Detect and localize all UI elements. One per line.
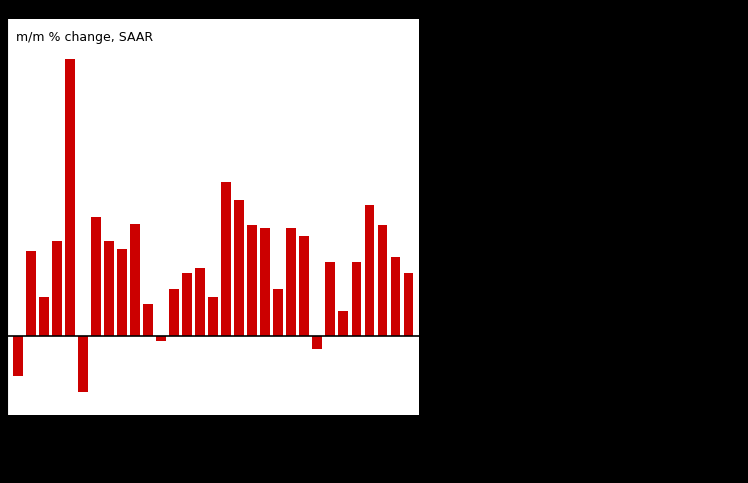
Bar (352, 262, 361, 336)
Bar (117, 249, 127, 336)
Bar (13, 336, 22, 376)
Bar (156, 336, 166, 341)
Title: Canadian Hourly Wages: Canadian Hourly Wages (94, 0, 333, 12)
Bar (378, 225, 387, 336)
Bar (221, 183, 231, 336)
Bar (104, 241, 114, 336)
Bar (183, 273, 192, 336)
Bar (65, 59, 75, 336)
Bar (273, 289, 283, 336)
Bar (248, 225, 257, 336)
Bar (78, 336, 88, 392)
Bar (404, 273, 414, 336)
Text: Sources: Scotiabank Economics, Statistics Canada.: Sources: Scotiabank Economics, Statistic… (11, 420, 312, 433)
Bar (143, 304, 153, 336)
Bar (260, 228, 270, 336)
Text: m/m % change, SAAR: m/m % change, SAAR (16, 31, 153, 44)
Bar (364, 205, 374, 336)
Bar (39, 297, 49, 336)
Bar (26, 251, 36, 336)
Bar (195, 268, 205, 336)
Bar (91, 217, 101, 336)
Bar (313, 336, 322, 349)
Bar (234, 200, 244, 336)
Bar (390, 257, 400, 336)
Bar (299, 236, 309, 336)
Bar (339, 311, 349, 336)
Bar (52, 241, 62, 336)
Bar (286, 228, 296, 336)
Bar (325, 262, 335, 336)
Text: Sources: Scotiabank Economics, Statistics Canada.: Sources: Scotiabank Economics, Statistic… (12, 426, 312, 439)
Bar (130, 224, 140, 336)
Bar (169, 289, 179, 336)
Bar (208, 297, 218, 336)
